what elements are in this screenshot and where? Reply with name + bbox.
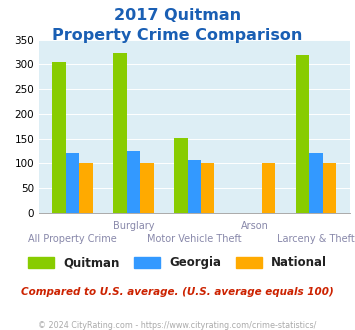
Bar bbox=[127, 151, 140, 213]
Text: © 2024 CityRating.com - https://www.cityrating.com/crime-statistics/: © 2024 CityRating.com - https://www.city… bbox=[38, 321, 317, 330]
Text: Arson: Arson bbox=[241, 221, 269, 231]
Text: All Property Crime: All Property Crime bbox=[28, 234, 117, 244]
Bar bbox=[140, 163, 154, 213]
Bar bbox=[66, 153, 79, 213]
Bar bbox=[323, 163, 336, 213]
Text: Property Crime Comparison: Property Crime Comparison bbox=[52, 28, 303, 43]
Bar bbox=[310, 153, 323, 213]
Bar bbox=[201, 163, 214, 213]
Text: Motor Vehicle Theft: Motor Vehicle Theft bbox=[147, 234, 242, 244]
Text: Larceny & Theft: Larceny & Theft bbox=[277, 234, 355, 244]
Bar bbox=[53, 62, 66, 213]
Bar bbox=[113, 53, 127, 213]
Bar bbox=[262, 163, 275, 213]
Bar bbox=[188, 160, 201, 213]
Text: 2017 Quitman: 2017 Quitman bbox=[114, 8, 241, 23]
Bar bbox=[296, 55, 310, 213]
Bar bbox=[79, 163, 93, 213]
Legend: Quitman, Georgia, National: Quitman, Georgia, National bbox=[23, 252, 332, 274]
Text: Compared to U.S. average. (U.S. average equals 100): Compared to U.S. average. (U.S. average … bbox=[21, 287, 334, 297]
Text: Burglary: Burglary bbox=[113, 221, 154, 231]
Bar bbox=[174, 138, 188, 213]
